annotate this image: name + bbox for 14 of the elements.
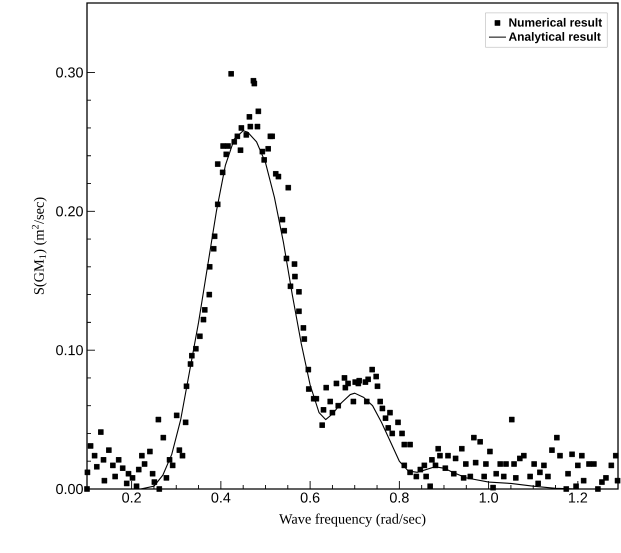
- y-tick-label: 0.20: [56, 206, 83, 216]
- x-tick-label: 0.8: [390, 492, 409, 503]
- x-tick-label: 1.2: [568, 492, 588, 503]
- x-tick-label: 0.6: [300, 492, 320, 503]
- y-axis-title: S(GM$_{1}$) (m$^{2}$/sec): [32, 198, 47, 294]
- y-tick-label: 0.30: [56, 67, 83, 78]
- x-tick-label: 0.2: [122, 492, 141, 503]
- y-tick-label: 0.10: [56, 345, 83, 356]
- x-axis-title: Wave frequency (rad/sec): [279, 514, 426, 527]
- y-tick-label: 0.00: [56, 484, 83, 494]
- x-tick-label: 1.0: [480, 492, 498, 503]
- x-tick-label: 0.4: [211, 492, 230, 503]
- legend-label: Analytical result: [508, 32, 601, 44]
- legend-label: Numerical result: [509, 18, 602, 27]
